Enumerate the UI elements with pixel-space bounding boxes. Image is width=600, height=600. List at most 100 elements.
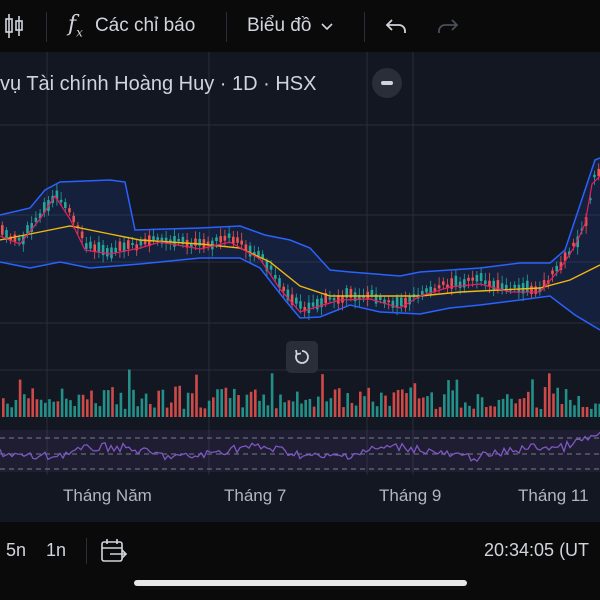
candle-body [471,277,474,281]
x-axis-label: Tháng 11 [518,486,589,505]
volume-bar [174,386,177,417]
volume-bar [434,408,438,417]
volume-bar [329,398,333,417]
volume-bar [266,405,270,417]
candle-body [395,297,399,308]
candle-body [85,243,88,249]
volume-bar [560,403,564,417]
candle-body [383,299,386,304]
candle-body [505,284,508,291]
volume-bar [564,389,568,417]
volume-bar [548,373,551,417]
candle-body [568,251,571,255]
volume-bar [90,390,93,417]
volume-bar [65,398,68,417]
volume-bar [535,407,538,417]
candle-body [496,280,500,290]
range-5n-button[interactable]: 5n [6,540,27,560]
volume-bar [241,407,244,417]
volume-bar [451,390,454,417]
volume-bar [233,388,236,417]
volume-bar [212,397,215,417]
candle-body [152,236,155,241]
volume-bar [69,400,72,417]
volume-bar [258,400,261,417]
volume-bar [468,405,471,417]
redo-button[interactable] [437,0,459,52]
candle-body [194,238,197,246]
candle-body [30,223,33,232]
candle-body [106,248,109,257]
volume-bar [577,396,580,417]
indicators-label: Các chỉ báo [94,15,196,36]
candlestick-icon[interactable] [4,0,26,52]
volume-bar [132,389,135,417]
candle-body [164,237,168,244]
volume-bar [224,387,228,417]
candle-body [324,293,327,304]
candle-body [76,225,80,228]
volume-bar [182,408,186,417]
volume-bar [216,389,219,417]
candle-body [43,202,46,213]
date-range-button[interactable] [100,530,128,570]
volume-bar [291,401,295,417]
volume-bar [426,396,429,417]
volume-bar [115,404,118,417]
collapse-legend-button[interactable] [372,68,402,98]
rsi-band [0,430,600,472]
volume-bar [249,391,253,417]
bollinger-upper-line [0,157,600,277]
volume-bar [556,387,559,417]
candle-body [198,238,201,246]
volume-bar [363,396,366,417]
candle-body [526,280,529,292]
candle-body [442,281,445,285]
volume-bar [237,395,240,417]
bottom-divider [86,538,87,564]
volume-bar [405,393,408,417]
volume-bar [497,399,501,417]
candle-body [454,275,458,287]
reset-icon [295,349,309,364]
candle-body [349,288,353,298]
indicators-button[interactable]: fx Các chỉ báo [68,0,195,52]
candle-body [450,278,453,289]
candle-body [353,292,357,302]
volume-bar [472,408,475,417]
volume-bar [447,380,450,417]
candle-body [387,300,390,303]
volume-bar [354,405,358,417]
volume-bar [270,373,274,417]
candle-body [404,297,407,308]
candle-body [429,286,432,295]
candle-body [227,233,231,239]
candle-body [345,288,348,298]
candle-body [563,252,567,261]
volume-bar [283,402,286,417]
candle-body [59,199,63,203]
range-1n-button[interactable]: 1n [46,540,67,560]
price-chart[interactable] [0,52,600,522]
candle-body [337,295,340,304]
volume-bar [245,394,249,417]
candle-body [190,243,193,247]
clock-time[interactable]: 20:34:05 (UT [484,540,590,560]
reset-chart-button[interactable] [286,341,318,373]
chart-type-button[interactable]: Biểu đồ [247,0,334,52]
candle-body [475,274,479,282]
chart-area[interactable] [0,52,600,522]
candle-body [236,237,239,243]
volume-bar [392,392,396,417]
candle-body [437,285,441,289]
calendar-icon [101,539,128,563]
undo-button[interactable] [385,0,407,52]
volume-bar [380,392,383,417]
volume-bar [186,392,190,417]
candle-body [542,280,546,288]
volume-bar [98,406,102,417]
candle-body [555,265,558,272]
candle-body [101,244,105,256]
candle-body [295,297,298,304]
candle-body [400,297,403,307]
